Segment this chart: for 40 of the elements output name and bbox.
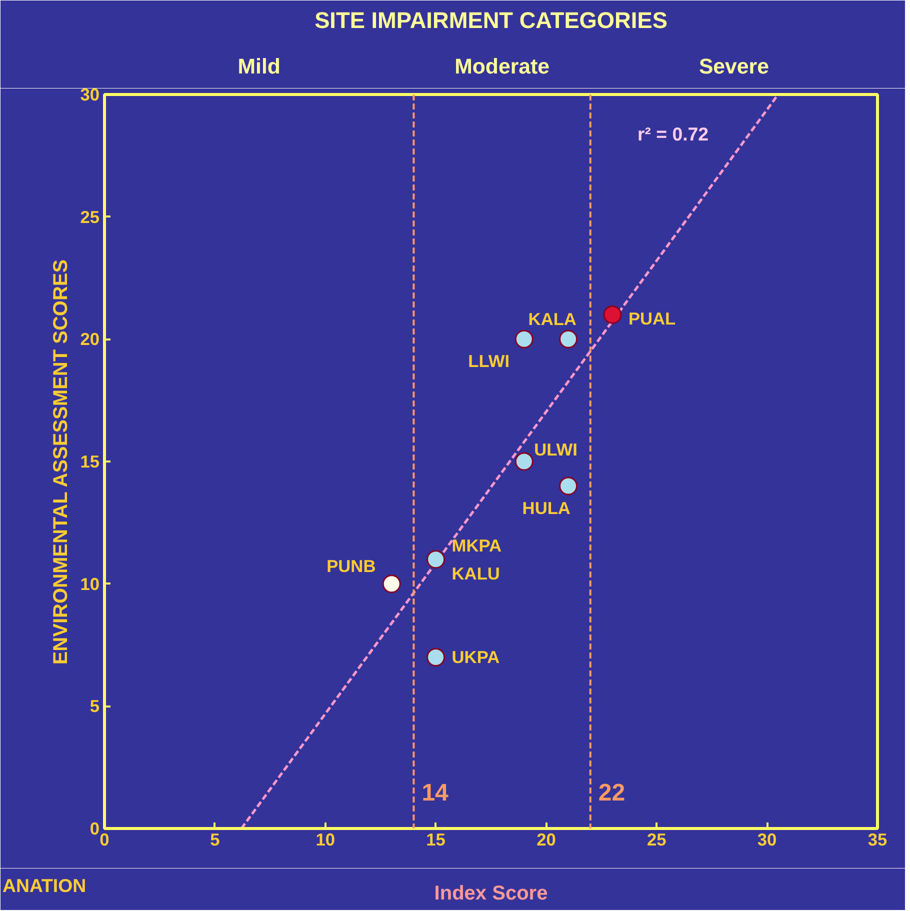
x-tick-label: 10 (316, 830, 335, 850)
text: Mild (238, 54, 280, 78)
ref-line-label: 22 (598, 780, 626, 806)
point (514, 452, 534, 471)
annotation: KALU (452, 563, 500, 584)
y-tick-label: 5 (90, 696, 100, 716)
y-tick-label: 25 (80, 206, 100, 227)
point (603, 305, 622, 324)
point (426, 550, 446, 569)
annotation: KALA (528, 309, 577, 330)
text: Moderate (454, 54, 550, 78)
annotation: r² = 0.72 (638, 124, 709, 144)
x-axis-title: Index Score (434, 882, 548, 905)
text: ANATION (2, 874, 86, 896)
annotation: LLWI (468, 351, 510, 372)
text: Severe (698, 54, 770, 78)
chart-title: SITE IMPAIRMENT CATEGORIES (314, 6, 668, 33)
annotation: HULA (522, 498, 571, 518)
y-tick-label: 15 (80, 452, 100, 472)
x-tick-label: 35 (868, 830, 888, 850)
y-tick-label: 20 (80, 329, 100, 350)
annotation: MKPA (452, 535, 502, 556)
y-axis-title: ENVIRONMENTAL ASSESSMENT SCORES (50, 259, 72, 665)
annotation: PUAL (628, 308, 676, 329)
x-tick-label: 20 (536, 830, 556, 850)
annotation: PUNB (326, 556, 376, 576)
point (426, 648, 446, 666)
x-tick-label: 25 (647, 830, 667, 850)
y-tick-label: 10 (80, 574, 100, 594)
x-tick-label: 30 (757, 830, 777, 850)
point (382, 574, 401, 594)
annotation: UKPA (452, 647, 500, 668)
point (514, 330, 534, 348)
y-tick-label: 30 (80, 84, 100, 104)
x-tick-label: 5 (210, 830, 220, 850)
ref-line-label: 14 (422, 780, 450, 806)
annotation: ULWI (534, 440, 578, 460)
point (559, 476, 578, 496)
x-tick-label: 15 (426, 830, 446, 850)
point (559, 330, 578, 348)
